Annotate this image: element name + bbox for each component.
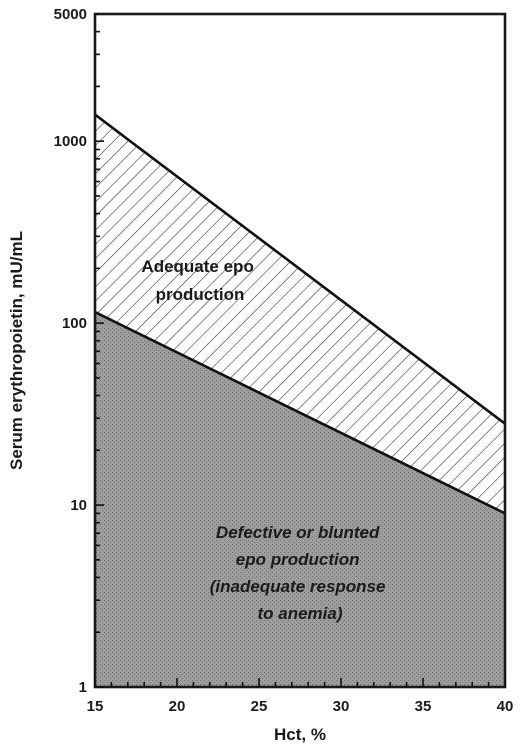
x-axis-ticks: 15 20 25 30 35 40	[87, 678, 514, 715]
y-tick-label: 5000	[54, 6, 87, 23]
x-axis-label: Hct, %	[274, 725, 326, 744]
y-tick-label: 10	[70, 497, 87, 514]
boundary-lines	[94, 113, 506, 515]
y-axis-ticks: 1 10 100 1000 5000	[54, 6, 104, 696]
x-tick-label: 15	[87, 698, 104, 715]
x-tick-label: 30	[333, 698, 350, 715]
y-tick-label: 1000	[54, 133, 87, 150]
x-tick-label: 40	[497, 698, 514, 715]
adequate-epo-label-line: Adequate epo	[141, 257, 253, 276]
x-tick-label: 25	[251, 698, 268, 715]
defective-epo-label-line: (inadequate response	[210, 577, 386, 596]
adequate-epo-label-line: production	[156, 285, 245, 304]
y-axis-label: Serum erythropoietin, mU/mL	[7, 231, 26, 470]
chart-regions	[95, 114, 505, 687]
y-tick-label: 1	[79, 679, 87, 696]
lower-boundary-line	[94, 310, 506, 515]
x-tick-label: 35	[415, 698, 432, 715]
defective-region	[95, 312, 505, 687]
defective-epo-label-line: epo production	[236, 550, 360, 569]
adequate-region	[95, 114, 505, 514]
defective-epo-label-line: to anemia)	[257, 604, 342, 623]
y-tick-label: 100	[62, 315, 87, 332]
upper-boundary-line	[94, 113, 506, 425]
adequate-epo-label: Adequate epo production	[141, 257, 258, 304]
defective-epo-label-line: Defective or blunted	[216, 523, 380, 542]
defective-epo-label: Defective or blunted epo production (ina…	[210, 523, 390, 623]
x-tick-label: 20	[169, 698, 186, 715]
